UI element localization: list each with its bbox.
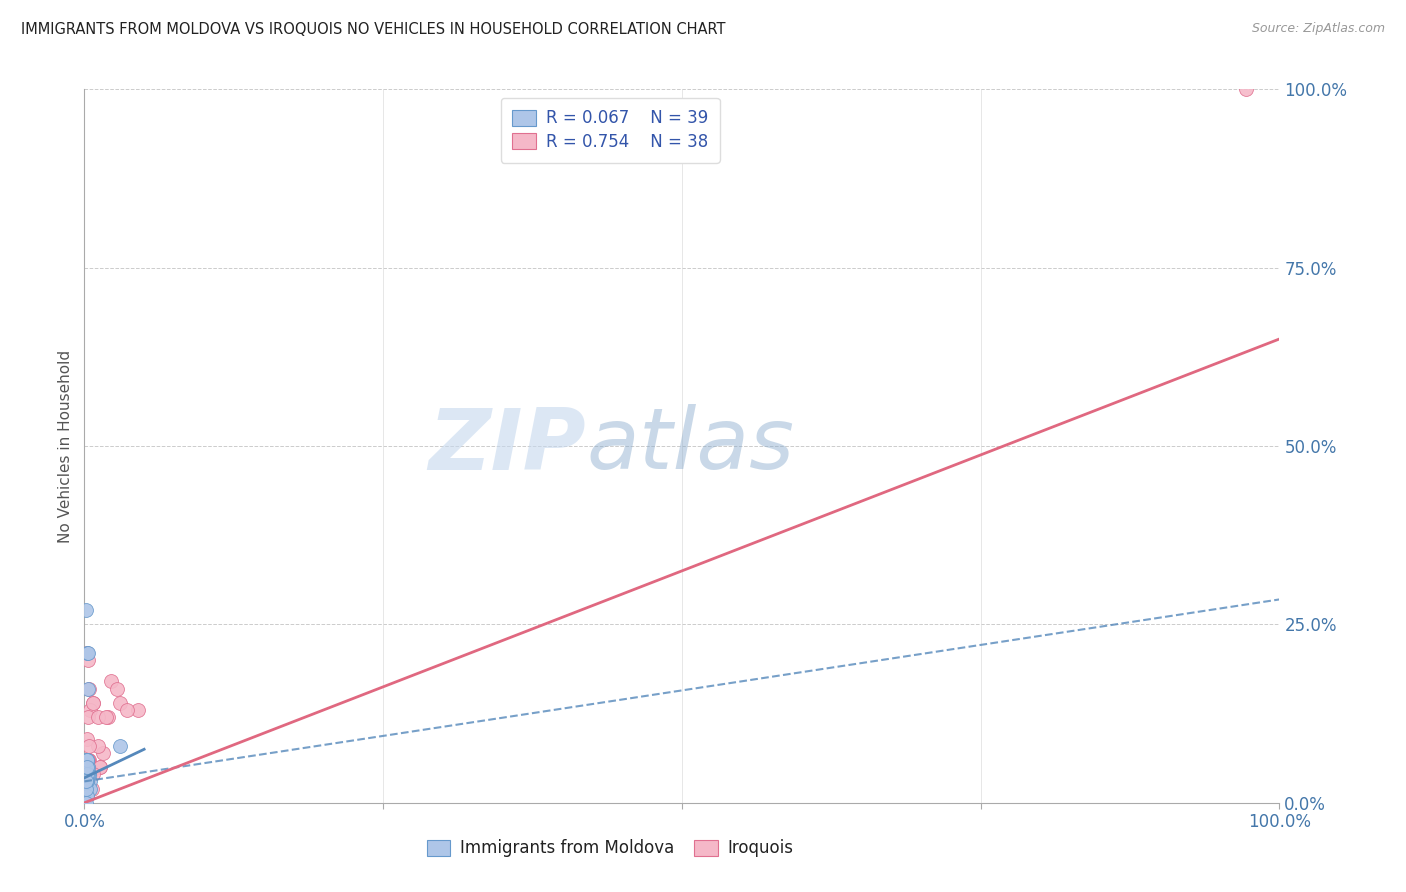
Point <box>76 774 98 789</box>
Point <box>76 767 98 781</box>
Point <box>76 760 98 774</box>
Point <box>76 753 98 767</box>
Point <box>76 789 98 803</box>
Point <box>77 753 100 767</box>
Point <box>79 781 101 796</box>
Point <box>76 646 98 660</box>
Point <box>75 781 97 796</box>
Point <box>77 739 100 753</box>
Point <box>76 760 98 774</box>
Point <box>77 653 100 667</box>
Point <box>77 681 100 696</box>
Point <box>77 767 100 781</box>
Point <box>75 753 97 767</box>
Point <box>77 760 100 774</box>
Point <box>100 674 122 689</box>
Point <box>77 710 100 724</box>
Point <box>77 767 100 781</box>
Point <box>89 760 111 774</box>
Point <box>82 696 104 710</box>
Point <box>75 781 97 796</box>
Point <box>77 760 100 774</box>
Point <box>77 767 100 781</box>
Point <box>97 710 120 724</box>
Point <box>75 774 97 789</box>
Point <box>75 796 97 810</box>
Point <box>110 739 132 753</box>
Point <box>82 767 104 781</box>
Point <box>76 774 98 789</box>
Text: ZIP: ZIP <box>429 404 586 488</box>
Point <box>77 767 100 781</box>
Point <box>77 753 100 767</box>
Point <box>75 774 97 789</box>
Point <box>77 774 100 789</box>
Point <box>75 774 97 789</box>
Text: Source: ZipAtlas.com: Source: ZipAtlas.com <box>1251 22 1385 36</box>
Point <box>76 767 98 781</box>
Point <box>77 753 100 767</box>
Point <box>127 703 149 717</box>
Point <box>75 781 97 796</box>
Point <box>75 781 97 796</box>
Point <box>89 760 111 774</box>
Point <box>79 703 101 717</box>
Point <box>77 760 100 774</box>
Y-axis label: No Vehicles in Household: No Vehicles in Household <box>58 350 73 542</box>
Point <box>76 753 98 767</box>
Point <box>76 774 98 789</box>
Point <box>77 646 100 660</box>
Point <box>76 760 98 774</box>
Point <box>77 753 100 767</box>
Point <box>76 789 98 803</box>
Point <box>75 760 97 774</box>
Point <box>79 774 101 789</box>
Point <box>75 774 97 789</box>
Point <box>80 781 103 796</box>
Point <box>82 696 104 710</box>
Point <box>93 746 115 760</box>
Point <box>79 767 101 781</box>
Point <box>86 739 108 753</box>
Point <box>76 767 98 781</box>
Point <box>76 760 98 774</box>
Point <box>76 760 98 774</box>
Point <box>105 681 128 696</box>
Point <box>76 767 98 781</box>
Point <box>77 774 100 789</box>
Point <box>75 789 97 803</box>
Point <box>76 767 98 781</box>
Point <box>86 710 108 724</box>
Point <box>77 767 100 781</box>
Point <box>76 646 98 660</box>
Point <box>94 710 117 724</box>
Point <box>1234 82 1257 96</box>
Legend: Immigrants from Moldova, Iroquois: Immigrants from Moldova, Iroquois <box>419 831 801 866</box>
Point <box>117 703 139 717</box>
Text: atlas: atlas <box>586 404 794 488</box>
Point <box>110 696 132 710</box>
Text: IMMIGRANTS FROM MOLDOVA VS IROQUOIS NO VEHICLES IN HOUSEHOLD CORRELATION CHART: IMMIGRANTS FROM MOLDOVA VS IROQUOIS NO V… <box>21 22 725 37</box>
Point <box>75 781 97 796</box>
Point <box>77 760 100 774</box>
Point <box>76 760 98 774</box>
Point <box>75 603 97 617</box>
Point <box>77 681 100 696</box>
Point <box>76 731 98 746</box>
